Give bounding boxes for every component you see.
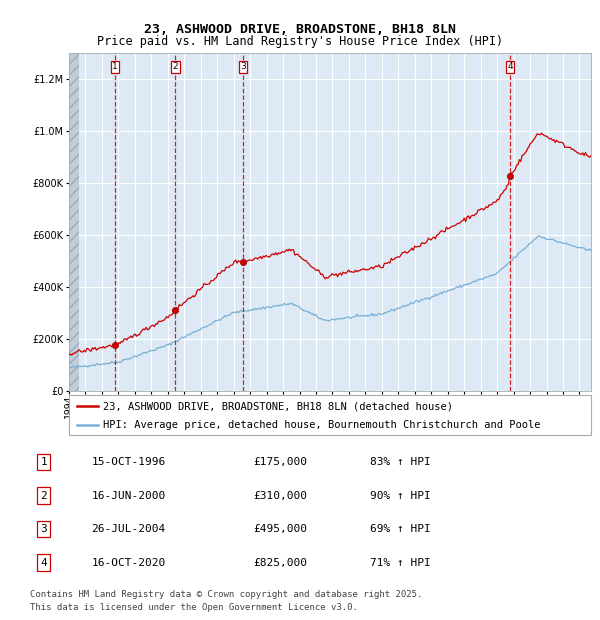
Text: 2: 2 bbox=[173, 63, 178, 71]
Text: 90% ↑ HPI: 90% ↑ HPI bbox=[370, 490, 431, 500]
Text: 1: 1 bbox=[112, 63, 118, 71]
Text: 69% ↑ HPI: 69% ↑ HPI bbox=[370, 524, 431, 534]
Text: 2: 2 bbox=[41, 490, 47, 500]
Text: 26-JUL-2004: 26-JUL-2004 bbox=[91, 524, 166, 534]
Text: 4: 4 bbox=[508, 63, 513, 71]
Text: £495,000: £495,000 bbox=[253, 524, 307, 534]
Text: 16-OCT-2020: 16-OCT-2020 bbox=[91, 557, 166, 567]
Text: 23, ASHWOOD DRIVE, BROADSTONE, BH18 8LN: 23, ASHWOOD DRIVE, BROADSTONE, BH18 8LN bbox=[144, 23, 456, 36]
Text: 1: 1 bbox=[41, 457, 47, 467]
Text: This data is licensed under the Open Government Licence v3.0.: This data is licensed under the Open Gov… bbox=[30, 603, 358, 612]
Text: 83% ↑ HPI: 83% ↑ HPI bbox=[370, 457, 431, 467]
Text: £175,000: £175,000 bbox=[253, 457, 307, 467]
Text: Price paid vs. HM Land Registry's House Price Index (HPI): Price paid vs. HM Land Registry's House … bbox=[97, 35, 503, 48]
Text: 15-OCT-1996: 15-OCT-1996 bbox=[91, 457, 166, 467]
FancyBboxPatch shape bbox=[69, 395, 591, 435]
Text: £310,000: £310,000 bbox=[253, 490, 307, 500]
Text: HPI: Average price, detached house, Bournemouth Christchurch and Poole: HPI: Average price, detached house, Bour… bbox=[103, 420, 541, 430]
Text: 4: 4 bbox=[41, 557, 47, 567]
Text: 3: 3 bbox=[41, 524, 47, 534]
Text: £825,000: £825,000 bbox=[253, 557, 307, 567]
Text: 16-JUN-2000: 16-JUN-2000 bbox=[91, 490, 166, 500]
Bar bbox=[69, 53, 79, 391]
Text: 71% ↑ HPI: 71% ↑ HPI bbox=[370, 557, 431, 567]
Text: 23, ASHWOOD DRIVE, BROADSTONE, BH18 8LN (detached house): 23, ASHWOOD DRIVE, BROADSTONE, BH18 8LN … bbox=[103, 401, 453, 411]
Text: 3: 3 bbox=[240, 63, 246, 71]
Text: Contains HM Land Registry data © Crown copyright and database right 2025.: Contains HM Land Registry data © Crown c… bbox=[30, 590, 422, 600]
